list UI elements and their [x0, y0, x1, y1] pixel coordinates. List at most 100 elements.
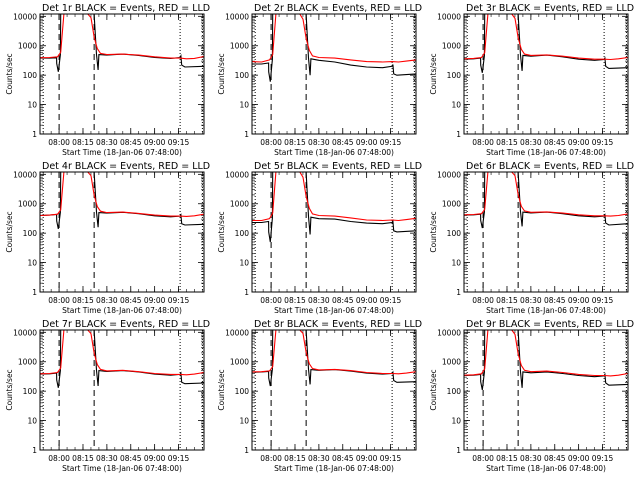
x-tick-label: 09:15	[592, 296, 614, 305]
y-tick-label: 100	[235, 229, 250, 238]
x-tick-label: 09:00	[144, 138, 166, 147]
x-tick-label: 08:30	[520, 454, 542, 463]
y-tick-label: 1	[244, 130, 249, 139]
series-group	[40, 172, 204, 230]
x-tick-label: 08:15	[496, 138, 518, 147]
y-tick-label: 10000	[437, 12, 461, 21]
y-tick-label: 100	[23, 71, 38, 80]
plot-frame	[251, 13, 417, 135]
series-line-lld	[252, 330, 416, 375]
y-tick-label: 1000	[18, 358, 37, 367]
y-tick-label: 1	[32, 288, 37, 297]
detector-panel: Det 4r BLACK = Events, RED = LLD 1 10 100 10…	[5, 161, 210, 315]
series-line-lld	[252, 14, 416, 63]
series-group	[464, 14, 628, 73]
panel-title: Det 6r BLACK = Events, RED = LLD	[466, 161, 634, 172]
y-tick-label: 1000	[18, 42, 37, 51]
x-axis-label: Start Time (18-Jan-06 07:48:00)	[274, 306, 394, 315]
panel-title: Det 1r BLACK = Events, RED = LLD	[42, 3, 210, 14]
detector-panel: Det 5r BLACK = Events, RED = LLD 1 10 100 10…	[217, 161, 422, 315]
series-group	[464, 330, 628, 391]
y-tick-label: 1000	[230, 358, 249, 367]
x-tick-label: 08:00	[48, 454, 70, 463]
y-tick-label: 10	[451, 101, 461, 110]
x-tick-label: 08:15	[72, 296, 94, 305]
x-tick-label: 08:00	[260, 454, 282, 463]
y-tick-label: 10	[239, 101, 249, 110]
plot-frame	[463, 171, 629, 293]
x-tick-label: 08:00	[260, 138, 282, 147]
y-tick-label: 1000	[442, 42, 461, 51]
x-tick-label: 08:45	[332, 296, 354, 305]
x-tick-label: 08:30	[308, 454, 330, 463]
detector-panel: Det 9r BLACK = Events, RED = LLD 1 10 100 10…	[429, 319, 634, 473]
x-tick-label: 08:15	[284, 138, 306, 147]
y-tick-label: 1	[32, 130, 37, 139]
x-tick-label: 09:00	[568, 454, 590, 463]
y-tick-label: 10000	[437, 328, 461, 337]
detector-panel: Det 3r BLACK = Events, RED = LLD 1 10 100 10…	[429, 3, 634, 157]
series-line-events	[252, 330, 416, 387]
x-tick-label: 08:00	[48, 296, 70, 305]
x-tick-label: 08:15	[72, 454, 94, 463]
y-axis-label: Counts/sec	[5, 211, 14, 252]
panel-title: Det 4r BLACK = Events, RED = LLD	[42, 161, 210, 172]
y-axis-label: Counts/sec	[5, 369, 14, 410]
y-tick-label: 10000	[225, 328, 249, 337]
series-group	[252, 172, 416, 243]
y-axis-label: Counts/sec	[429, 211, 438, 252]
x-tick-label: 08:45	[120, 138, 142, 147]
series-line-events	[464, 14, 628, 73]
x-tick-label: 08:30	[520, 138, 542, 147]
x-tick-label: 08:30	[96, 296, 118, 305]
series-line-events	[40, 172, 204, 230]
y-tick-label: 10	[239, 259, 249, 268]
y-tick-label: 10	[451, 417, 461, 426]
y-tick-label: 100	[23, 229, 38, 238]
x-tick-label: 08:45	[332, 138, 354, 147]
y-tick-label: 10	[27, 417, 37, 426]
y-tick-label: 1	[32, 446, 37, 455]
x-tick-label: 08:15	[496, 296, 518, 305]
x-tick-label: 08:45	[120, 296, 142, 305]
y-tick-label: 10000	[437, 170, 461, 179]
x-tick-label: 08:15	[72, 138, 94, 147]
y-tick-label: 100	[235, 387, 250, 396]
x-tick-label: 08:45	[332, 454, 354, 463]
detector-panel: Det 8r BLACK = Events, RED = LLD 1 10 100 10…	[217, 319, 422, 473]
plot-frame	[463, 329, 629, 451]
series-line-lld	[252, 172, 416, 222]
panel-title: Det 2r BLACK = Events, RED = LLD	[254, 3, 422, 14]
y-axis-label: Counts/sec	[217, 369, 226, 410]
series-line-lld	[464, 14, 628, 61]
x-tick-label: 09:00	[144, 454, 166, 463]
x-tick-label: 09:15	[592, 454, 614, 463]
y-tick-label: 10000	[13, 170, 37, 179]
x-tick-label: 09:00	[356, 138, 378, 147]
x-tick-label: 09:15	[380, 138, 402, 147]
x-tick-label: 09:00	[356, 454, 378, 463]
y-axis-label: Counts/sec	[429, 369, 438, 410]
x-tick-label: 08:00	[48, 138, 70, 147]
y-axis-label: Counts/sec	[217, 53, 226, 94]
y-tick-label: 100	[235, 71, 250, 80]
panel-title: Det 9r BLACK = Events, RED = LLD	[466, 319, 634, 330]
x-tick-label: 08:30	[308, 296, 330, 305]
x-tick-label: 08:45	[544, 296, 566, 305]
series-line-lld	[40, 172, 204, 217]
series-group	[40, 330, 204, 388]
y-tick-label: 1000	[442, 200, 461, 209]
y-tick-label: 1	[456, 446, 461, 455]
panel-title: Det 5r BLACK = Events, RED = LLD	[254, 161, 422, 172]
y-tick-label: 100	[447, 229, 462, 238]
panel-title: Det 8r BLACK = Events, RED = LLD	[254, 319, 422, 330]
x-tick-label: 08:30	[96, 138, 118, 147]
y-tick-label: 1	[456, 288, 461, 297]
series-line-lld	[40, 330, 204, 376]
series-line-lld	[464, 330, 628, 377]
y-tick-label: 10000	[225, 12, 249, 21]
y-axis-label: Counts/sec	[217, 211, 226, 252]
series-line-events	[464, 330, 628, 391]
panel-title: Det 3r BLACK = Events, RED = LLD	[466, 3, 634, 14]
x-tick-label: 08:30	[308, 138, 330, 147]
